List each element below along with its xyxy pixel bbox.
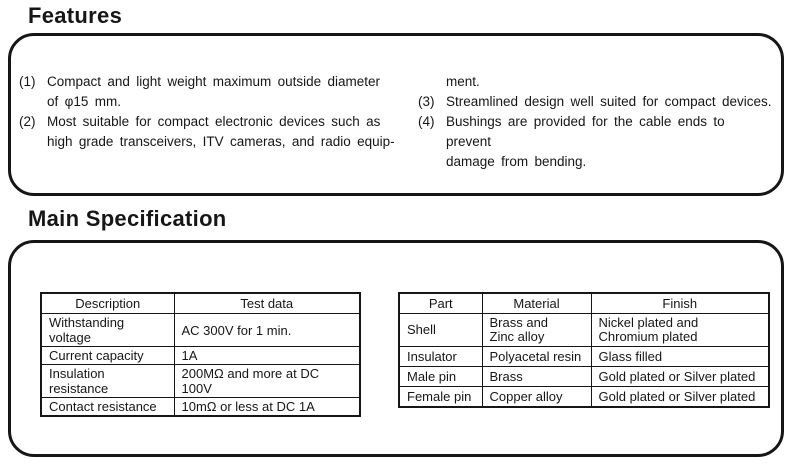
cell-test-data: 1A — [173, 346, 361, 365]
table-row: Male pin Brass Gold plated or Silver pla… — [398, 366, 770, 387]
table-row: Insulation resistance 200MΩ and more at … — [40, 364, 361, 398]
main-specification-heading: Main Specification — [28, 206, 227, 231]
cell-description: Insulation resistance — [40, 364, 175, 398]
feature-item-number: (3) — [418, 94, 435, 109]
feature-item-text: Streamlined design well suited for compa… — [446, 94, 772, 109]
table-row: Contact resistance 10mΩ or less at DC 1A — [40, 397, 361, 417]
cell-description: Withstanding voltage — [40, 313, 175, 347]
feature-item-number — [418, 72, 446, 92]
feature-item-3: (3) Streamlined design well suited for c… — [418, 92, 772, 112]
features-column-right: ment. (3) Streamlined design well suited… — [418, 72, 772, 172]
cell-finish: Nickel plated and Chromium plated — [590, 313, 770, 347]
material-finish-table: Part Material Finish Shell Brass and Zin… — [398, 292, 770, 408]
cell-material: Brass — [481, 366, 592, 387]
table-row: Shell Brass and Zinc alloy Nickel plated… — [398, 313, 770, 347]
table-row: Female pin Copper alloy Gold plated or S… — [398, 386, 770, 408]
column-header-finish: Finish — [590, 292, 770, 314]
cell-test-data: AC 300V for 1 min. — [173, 313, 361, 347]
feature-item-text: Most suitable for compact electronic dev… — [47, 114, 395, 149]
cell-description: Contact resistance — [40, 397, 175, 417]
cell-part: Shell — [398, 313, 483, 347]
table-row: Insulator Polyacetal resin Glass filled — [398, 346, 770, 367]
test-data-table: Description Test data Withstanding volta… — [40, 292, 361, 417]
feature-item-text: Compact and light weight maximum outside… — [47, 74, 380, 109]
column-header-material: Material — [481, 292, 592, 314]
cell-finish: Gold plated or Silver plated — [590, 386, 770, 408]
cell-part: Male pin — [398, 366, 483, 387]
column-header-part: Part — [398, 292, 483, 314]
cell-part: Female pin — [398, 386, 483, 408]
features-column-left: (1) Compact and light weight maximum out… — [19, 72, 403, 152]
cell-part: Insulator — [398, 346, 483, 367]
features-box: (1) Compact and light weight maximum out… — [8, 33, 784, 196]
feature-item-text: ment. — [446, 74, 480, 89]
features-heading: Features — [28, 3, 123, 28]
feature-item-4: (4) Bushings are provided for the cable … — [418, 112, 772, 172]
cell-material: Copper alloy — [481, 386, 592, 408]
table-header-row: Part Material Finish — [398, 292, 770, 314]
feature-item-text: Bushings are provided for the cable ends… — [446, 114, 725, 169]
table-row: Withstanding voltage AC 300V for 1 min. — [40, 313, 361, 347]
cell-test-data: 10mΩ or less at DC 1A — [173, 397, 361, 417]
column-header-description: Description — [40, 292, 175, 314]
feature-item-2-continuation: ment. — [418, 72, 772, 92]
cell-material: Polyacetal resin — [481, 346, 592, 367]
feature-item-1: (1) Compact and light weight maximum out… — [19, 72, 403, 112]
cell-finish: Gold plated or Silver plated — [590, 366, 770, 387]
cell-description: Current capacity — [40, 346, 175, 365]
table-row: Current capacity 1A — [40, 346, 361, 365]
feature-item-number: (2) — [19, 114, 36, 129]
feature-item-2: (2) Most suitable for compact electronic… — [19, 112, 403, 152]
feature-item-number: (1) — [19, 74, 36, 89]
cell-test-data: 200MΩ and more at DC 100V — [173, 364, 361, 398]
cell-material: Brass and Zinc alloy — [481, 313, 592, 347]
column-header-test-data: Test data — [173, 292, 361, 314]
main-specification-box: Description Test data Withstanding volta… — [8, 240, 784, 457]
table-header-row: Description Test data — [40, 292, 361, 314]
feature-item-number: (4) — [418, 114, 435, 129]
cell-finish: Glass filled — [590, 346, 770, 367]
